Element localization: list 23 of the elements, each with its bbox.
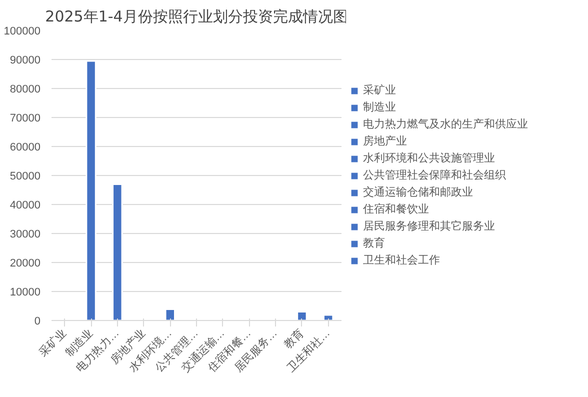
y-tick-label: 80000 bbox=[10, 84, 41, 96]
y-tick-label: 90000 bbox=[10, 54, 41, 66]
legend-label: 住宿和餐饮业 bbox=[363, 202, 429, 216]
y-tick-label: 60000 bbox=[10, 142, 41, 154]
legend-label: 电力热力燃气及水的生产和供应业 bbox=[363, 117, 528, 132]
legend-label: 交通运输仓储和邮政业 bbox=[363, 185, 473, 200]
legend-label: 居民服务修理和其它服务业 bbox=[363, 219, 495, 234]
y-tick-label: 0 bbox=[34, 316, 41, 328]
y-tick-label: 40000 bbox=[10, 200, 41, 212]
legend-label: 制造业 bbox=[363, 100, 396, 114]
y-tick-label: 30000 bbox=[10, 228, 41, 240]
chart-title: 2025年1-4月份按照行业划分投资完成情况图 bbox=[45, 8, 348, 26]
y-tick-label: 50000 bbox=[10, 170, 41, 182]
legend-label: 教育 bbox=[363, 236, 385, 250]
legend-label: 房地产业 bbox=[363, 134, 407, 148]
legend-label: 采矿业 bbox=[363, 83, 396, 98]
legend-label: 水利环境和公共设施管理业 bbox=[363, 151, 495, 166]
y-tick-label: 10000 bbox=[10, 286, 41, 298]
y-tick-label: 70000 bbox=[10, 112, 41, 124]
y-tick-label: 100000 bbox=[4, 26, 41, 38]
legend-label: 卫生和社会工作 bbox=[363, 254, 440, 268]
legend-label: 公共管理社会保障和社会组织 bbox=[363, 168, 506, 182]
y-tick-label: 20000 bbox=[10, 258, 41, 270]
